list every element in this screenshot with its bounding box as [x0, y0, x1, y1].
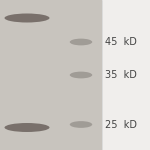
Ellipse shape: [70, 72, 92, 78]
Text: 35  kD: 35 kD: [105, 70, 137, 80]
Ellipse shape: [4, 123, 50, 132]
Ellipse shape: [4, 14, 50, 22]
FancyBboxPatch shape: [102, 0, 150, 150]
Text: 45  kD: 45 kD: [105, 37, 137, 47]
FancyBboxPatch shape: [0, 0, 102, 150]
Text: 25  kD: 25 kD: [105, 120, 137, 129]
Ellipse shape: [70, 121, 92, 128]
Ellipse shape: [70, 39, 92, 45]
